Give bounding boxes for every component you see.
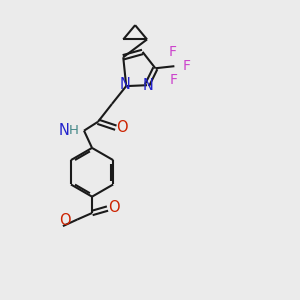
Text: O: O: [108, 200, 120, 215]
Text: H: H: [69, 124, 79, 136]
Text: F: F: [169, 73, 177, 87]
Text: F: F: [182, 59, 190, 73]
Text: N: N: [119, 77, 130, 92]
Text: N: N: [59, 123, 70, 138]
Text: N: N: [143, 78, 154, 93]
Text: F: F: [168, 45, 176, 59]
Text: O: O: [116, 120, 128, 135]
Text: O: O: [59, 213, 70, 228]
